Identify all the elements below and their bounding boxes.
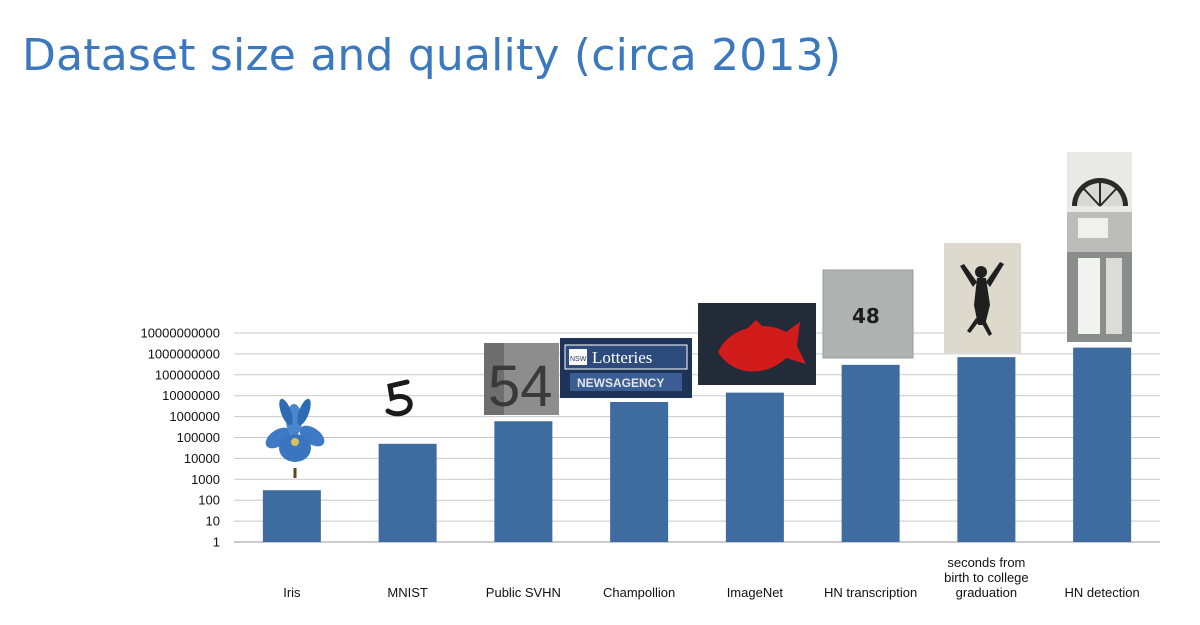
imagenet-thumbnail-image [698, 303, 816, 385]
svg-text:Lotteries: Lotteries [592, 348, 652, 367]
bar [1073, 347, 1132, 542]
svg-text:54: 54 [488, 354, 553, 419]
y-tick-label: 10 [206, 514, 220, 529]
bar [378, 443, 437, 542]
x-axis-labels: Iris MNIST Public SVHN Champollion ImageNet H… [283, 555, 1140, 600]
y-tick-label: 100000000 [155, 367, 220, 382]
y-tick-label: 100000 [177, 430, 220, 445]
bar [610, 401, 669, 542]
iris-flower-image [265, 398, 325, 478]
bar [957, 357, 1016, 542]
x-category-label: Public SVHN [486, 585, 561, 600]
y-tick-label: 10000000 [162, 388, 220, 403]
champollion-thumbnail-image: NSW Lotteries NEWSAGENCY [560, 338, 692, 398]
mnist-digit-image [385, 379, 413, 417]
bar [494, 421, 553, 542]
bar [262, 490, 321, 542]
y-tick-label: 100 [198, 493, 220, 508]
y-tick-label: 1000000 [169, 409, 220, 424]
hn-detection-thumbnail-image [1067, 152, 1132, 342]
graduation-thumbnail-image [944, 243, 1021, 353]
x-category-label: birth to college [944, 570, 1029, 585]
slide-title: Dataset size and quality (circa 2013) [22, 30, 842, 81]
hn-transcription-thumbnail-image: 48 [822, 269, 914, 359]
bars [262, 347, 1132, 542]
y-axis-ticks: 1 10 100 1000 10000 100000 1000000 10000000 1000… [140, 326, 220, 550]
x-category-label: HN transcription [824, 585, 917, 600]
x-category-label: seconds from [947, 555, 1025, 570]
svg-text:NSW: NSW [570, 356, 587, 363]
x-category-label: HN detection [1065, 585, 1140, 600]
gridlines [234, 332, 1160, 543]
svhn-thumbnail-image: 54 [484, 343, 559, 419]
bar [725, 392, 784, 542]
x-category-label: Iris [283, 585, 301, 600]
x-category-label: graduation [956, 585, 1017, 600]
svg-text:48: 48 [852, 304, 880, 328]
x-category-label: MNIST [387, 585, 428, 600]
y-tick-label: 1000 [191, 472, 220, 487]
x-category-label: Champollion [603, 585, 675, 600]
y-tick-label: 1 [213, 535, 220, 550]
y-tick-label: 10000000000 [140, 326, 220, 341]
y-tick-label: 10000 [184, 451, 220, 466]
x-category-label: ImageNet [727, 585, 784, 600]
y-tick-label: 1000000000 [148, 346, 220, 361]
bar [841, 364, 900, 542]
svg-text:NEWSAGENCY: NEWSAGENCY [577, 376, 664, 390]
